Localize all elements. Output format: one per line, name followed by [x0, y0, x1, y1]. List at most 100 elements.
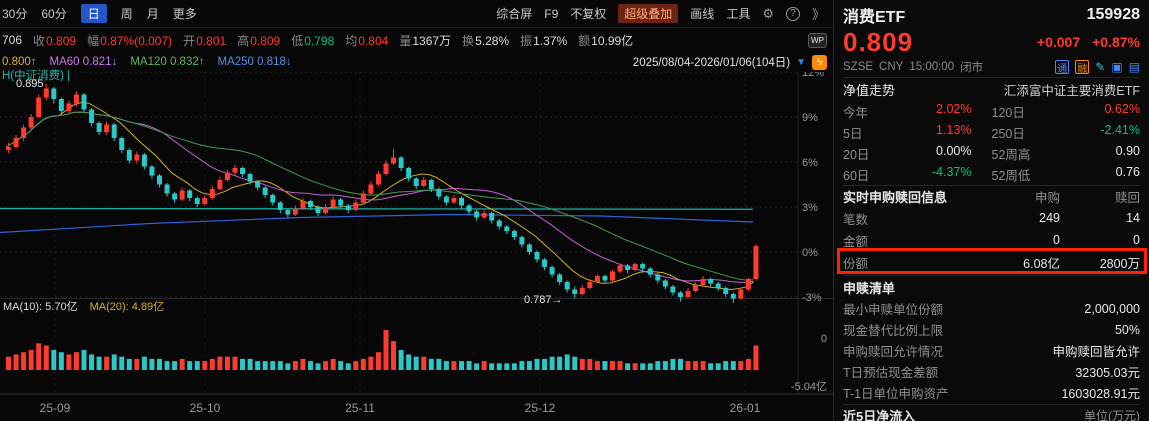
candle-body [104, 124, 110, 132]
expand-icon[interactable]: 》 [811, 7, 825, 22]
volume-bar [232, 356, 238, 370]
svg-text:25-09: 25-09 [40, 401, 71, 415]
candle-body [141, 154, 147, 167]
candle-body [632, 264, 638, 270]
candle-body [315, 207, 321, 213]
wp-badge-icon[interactable]: WP [808, 32, 827, 48]
gear-icon[interactable]: ⚙ [762, 5, 774, 21]
volume-bar [451, 361, 457, 370]
candle-body [428, 180, 434, 189]
tool-composite-screen[interactable]: 综合屏 [496, 7, 533, 21]
candle-body [89, 109, 95, 123]
nav-nav-value-trend[interactable]: 净值走势 [843, 83, 896, 98]
help-icon[interactable]: ? [785, 6, 800, 21]
volume-bar [43, 345, 49, 370]
volume-bar [194, 361, 200, 370]
candle-body [13, 138, 19, 147]
candle-body [6, 147, 11, 150]
candle-body [217, 180, 223, 189]
quote-volume: 量1367万 [399, 33, 452, 48]
volume-bar [179, 358, 185, 370]
exchange-label: SZSE [843, 61, 874, 73]
symbol-code: 159928 [1086, 6, 1140, 23]
candle-body [285, 210, 291, 215]
volume-bar [685, 361, 691, 370]
quote-amplitude: 振1.37% [520, 33, 568, 48]
tool-super-overlay[interactable]: 超级叠加 [618, 4, 679, 23]
candle-body [383, 163, 389, 174]
candle-body [292, 208, 298, 215]
volume-bar [549, 356, 555, 370]
candle-body [51, 88, 57, 99]
volume-bar [745, 358, 751, 370]
period-week[interactable]: 周 [120, 7, 133, 21]
date-range[interactable]: 2025/08/04-2026/01/06(104日) [632, 57, 791, 69]
volume-bar [413, 356, 419, 370]
table-row: 金额 0 0 [843, 233, 1140, 249]
volume-bar [662, 361, 668, 370]
volume-bar [496, 363, 502, 370]
candle-body [58, 99, 64, 111]
candle-body [360, 193, 366, 203]
section-title-subscription: 实时申购赎回信息 [843, 190, 948, 205]
candle-body [323, 207, 329, 213]
candle-body [338, 199, 344, 206]
period-switcher: 30分 60分 日 周 月 更多 [2, 4, 197, 23]
volume-bar [443, 361, 449, 370]
candle-body [496, 220, 502, 227]
layout-icon[interactable]: ▤ [1128, 60, 1140, 74]
candle-body [723, 288, 729, 294]
candle-body [247, 174, 253, 182]
period-30min[interactable]: 30分 [2, 7, 28, 21]
hot-icon[interactable]: ϟ [812, 54, 827, 70]
list-item: T-1日单位申购资产 1603028.91元 [843, 387, 1140, 401]
candle-body [504, 226, 510, 231]
list-item: 申购赎回允许情况 申购赎回皆允许 [843, 345, 1140, 359]
grid-icon[interactable]: ▣ [1111, 60, 1123, 74]
tool-no-adjust[interactable]: 不复权 [570, 7, 607, 21]
candle-body [368, 184, 374, 194]
candle-body [126, 150, 132, 161]
tool-f9[interactable]: F9 [544, 6, 559, 21]
candle-body [194, 198, 200, 204]
svg-text:0%: 0% [802, 247, 818, 259]
candle-body [526, 244, 532, 252]
candle-body [277, 202, 283, 210]
volume-bar [292, 361, 298, 370]
overlay-index-label: H(中证消费) | [2, 70, 71, 82]
candle-body [511, 231, 517, 237]
candlestick-chart[interactable]: 12% 9% 6% 3% 0% -3% 0 -5.04亿 25-09 25-10 25-11 25-1… [0, 72, 833, 421]
period-60min[interactable]: 60分 [41, 7, 67, 21]
volume-bar [391, 341, 397, 370]
volume-bar [625, 363, 631, 370]
candle-body [436, 189, 442, 197]
volume-bar [602, 361, 608, 370]
volume-bar [466, 361, 472, 370]
chevron-down-icon[interactable]: ▼ [796, 56, 806, 68]
volume-bar [693, 361, 699, 370]
volume-bar [255, 361, 261, 370]
side-panel: 消费ETF 159928 0.809 +0.007 +0.87% SZSE CN… [833, 0, 1149, 421]
candle-body [655, 274, 661, 281]
volume-bar [172, 361, 178, 370]
volume-bar [6, 356, 11, 370]
tool-tools[interactable]: 工具 [726, 7, 751, 21]
volume-bar [542, 358, 548, 370]
period-more[interactable]: 更多 [172, 7, 197, 21]
volume-bar [474, 363, 480, 370]
volume-bars [6, 330, 759, 370]
edit-icon[interactable]: ✎ [1095, 60, 1106, 74]
volume-bar [715, 363, 721, 370]
volume-bar [723, 361, 729, 370]
performance-stats: 今年 2.02% 120日 0.62% 5日 1.13% 250日 -2.41% 20日… [843, 101, 1140, 186]
volume-bar [66, 354, 72, 370]
volume-ma10-label: MA(10): 5.70亿 [3, 301, 78, 313]
volume-bar [308, 361, 313, 370]
period-month[interactable]: 月 [146, 7, 159, 21]
candle-body [398, 157, 404, 168]
period-day[interactable]: 日 [80, 4, 107, 23]
volume-bar [96, 356, 102, 370]
candle-body [66, 103, 72, 111]
volume-bar [81, 350, 87, 370]
tool-draw-line[interactable]: 画线 [690, 7, 715, 21]
